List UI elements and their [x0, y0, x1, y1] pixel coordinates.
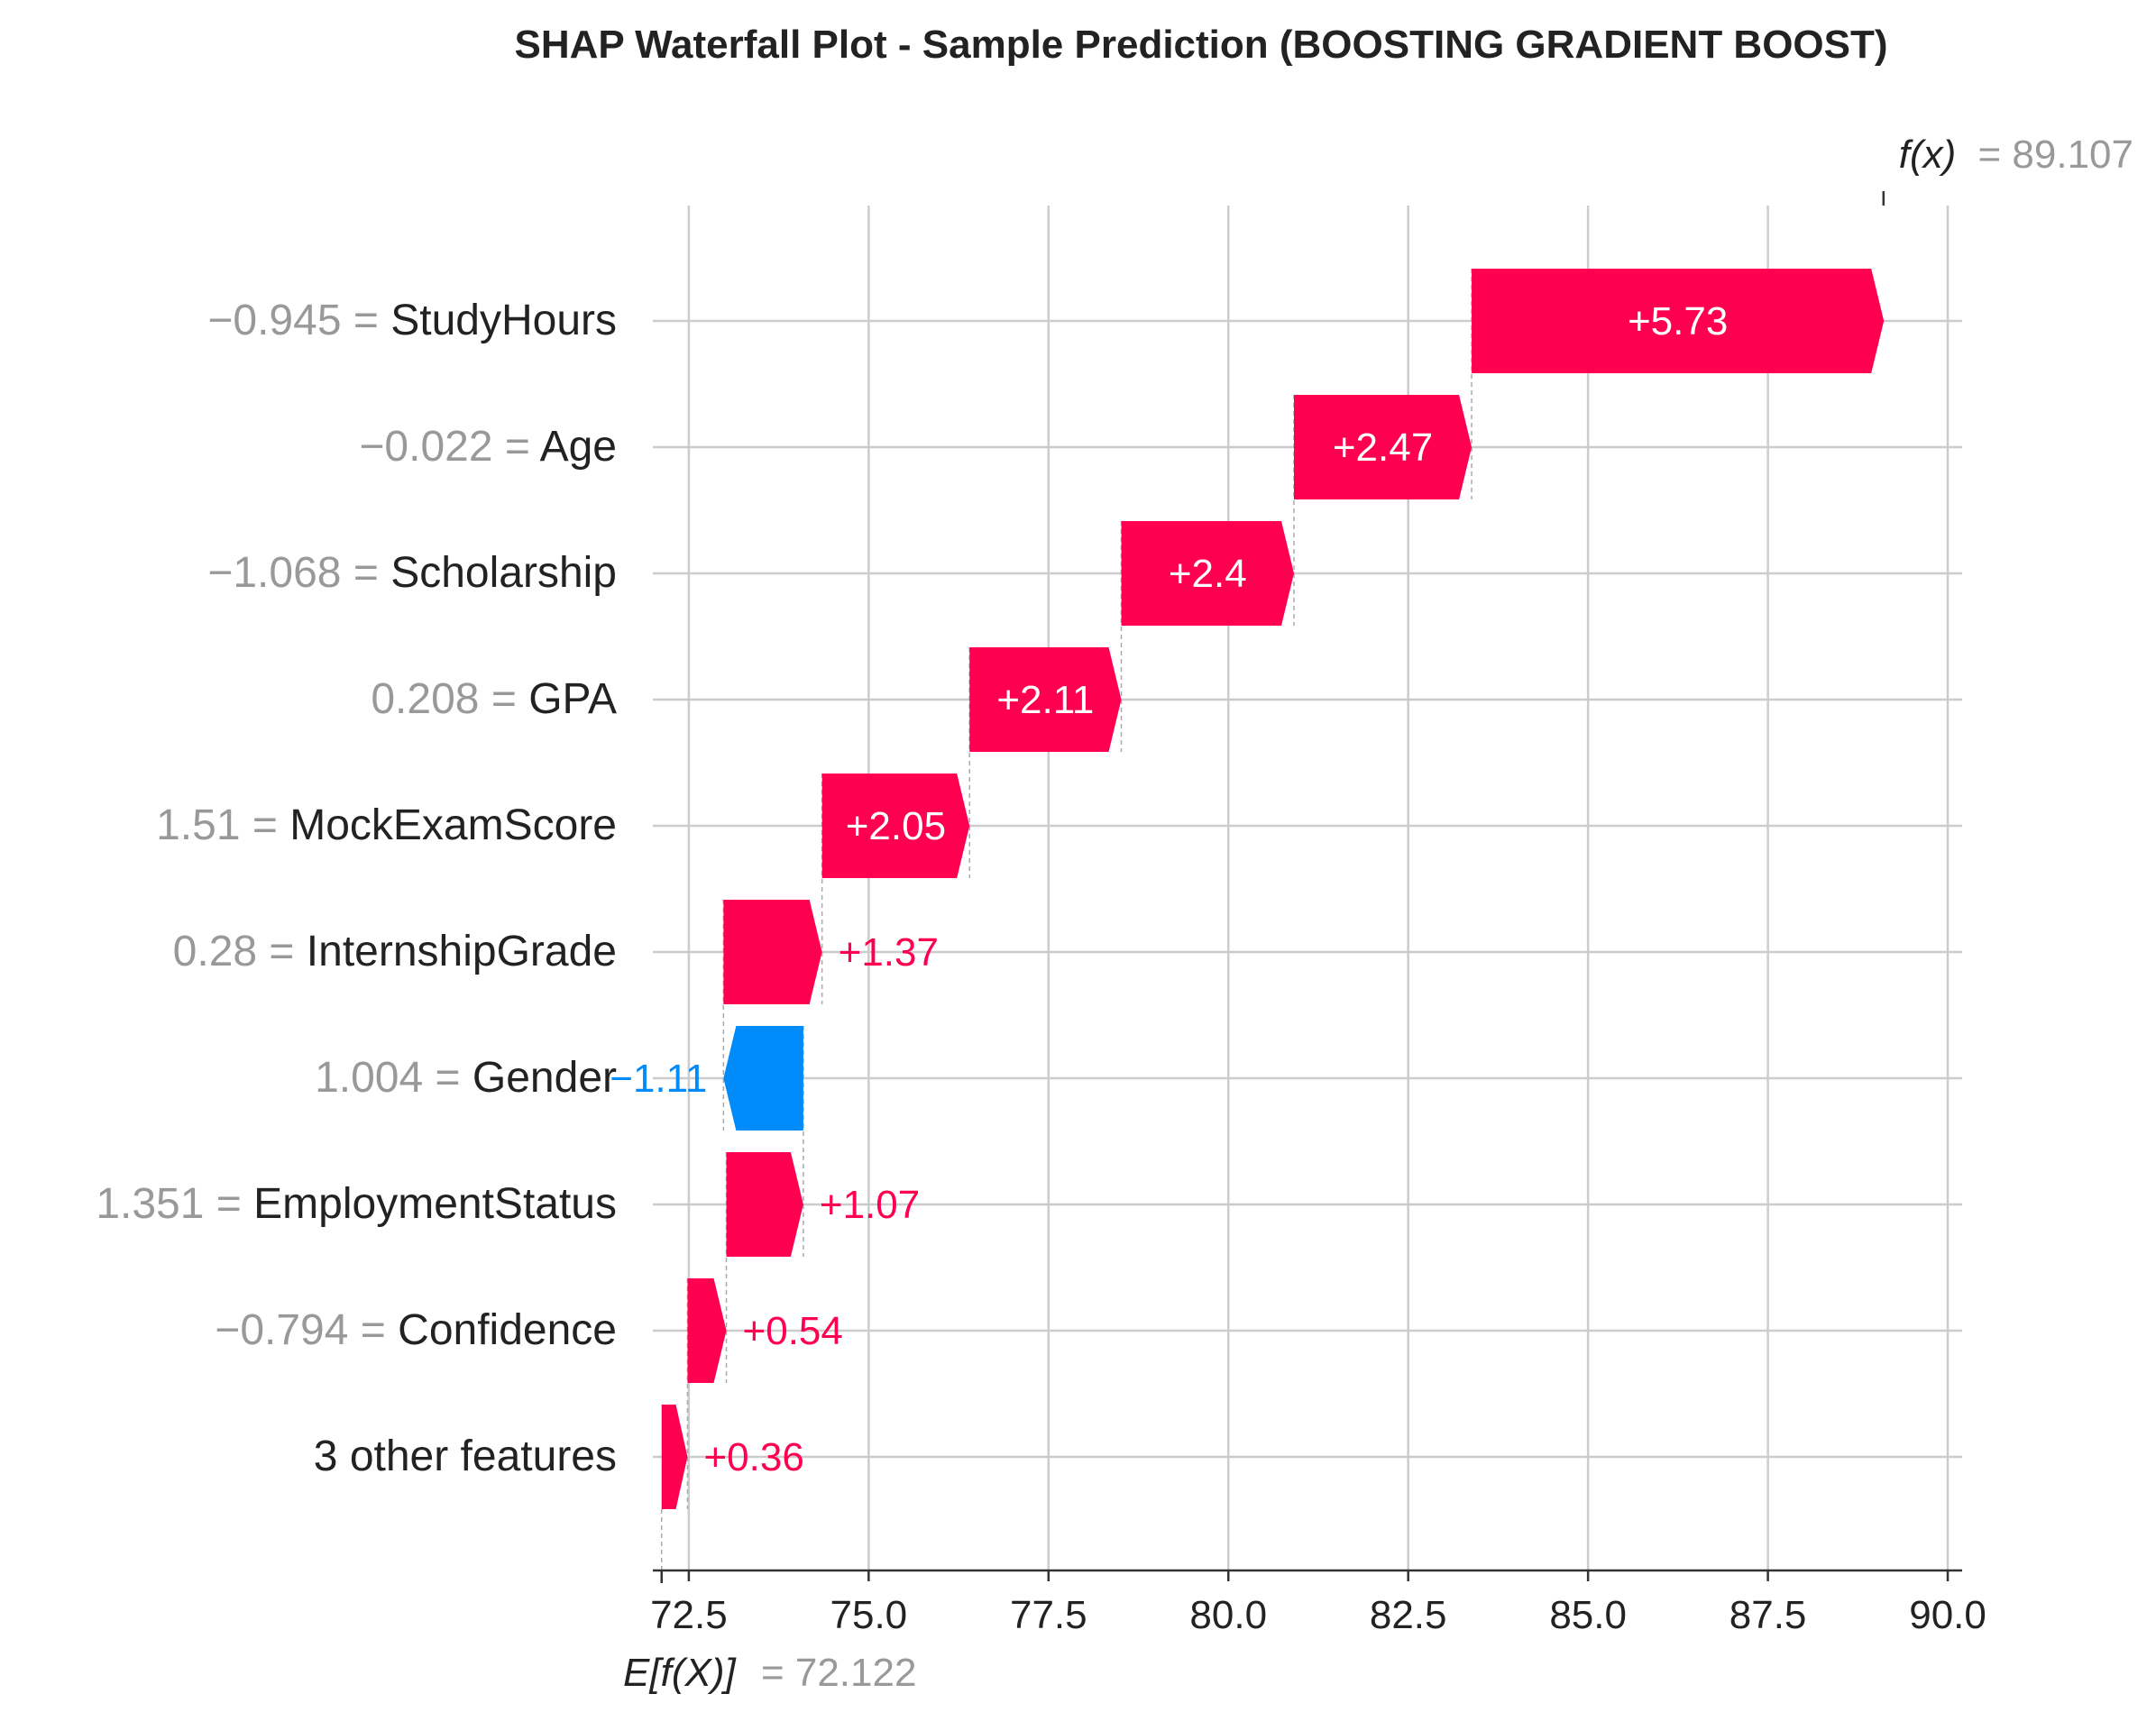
x-tick-label: 72.5: [650, 1593, 728, 1637]
waterfall-bar: [1121, 521, 1295, 626]
waterfall-bar: [723, 900, 822, 1004]
feature-value: −1.068 =: [207, 549, 390, 597]
feature-value: 1.51 =: [156, 801, 289, 849]
feature-label: 3 other features: [314, 1433, 617, 1480]
bar-value-label: +1.07: [820, 1183, 920, 1227]
feature-label: 0.208 = GPA: [371, 675, 617, 723]
output-label-expr: f(x): [1899, 133, 1957, 177]
feature-name: 3 other features: [314, 1433, 617, 1480]
feature-value: 1.351 =: [96, 1180, 253, 1228]
base-label-expr: E[f(X)]: [623, 1651, 737, 1695]
x-tick-label: 87.5: [1729, 1593, 1807, 1637]
feature-name: Age: [540, 423, 617, 471]
feature-labels: −0.945 = StudyHours −0.022 = Age −1.068 = …: [96, 297, 617, 1480]
output-annotation: f(x) = 89.107: [1899, 133, 2133, 177]
feature-value: 0.208 =: [371, 675, 528, 723]
feature-value: −0.945 =: [207, 297, 390, 344]
x-tick-label: 90.0: [1909, 1593, 1986, 1637]
bar-value-label: +5.73: [1628, 299, 1728, 343]
feature-name: Confidence: [398, 1306, 617, 1354]
feature-value: 1.004 =: [315, 1054, 472, 1102]
feature-label: 1.51 = MockExamScore: [156, 801, 617, 849]
x-axis: 72.5 75.0 77.5 80.0 82.5 85.0 87.5 90.0: [650, 191, 1986, 1637]
x-tick-label: 80.0: [1189, 1593, 1267, 1637]
bar-value-label: −1.11: [610, 1057, 707, 1101]
feature-name: EmploymentStatus: [253, 1180, 617, 1228]
feature-name: InternshipGrade: [307, 928, 617, 975]
waterfall-bar: [969, 647, 1122, 752]
bar-value-label: +2.11: [996, 678, 1094, 722]
feature-label: −0.794 = Confidence: [215, 1306, 617, 1354]
output-value-label: f(x) = 89.107: [1899, 133, 2133, 177]
feature-value: −0.022 =: [359, 423, 539, 471]
feature-label: 1.351 = EmploymentStatus: [96, 1180, 617, 1228]
feature-name: GPA: [528, 675, 617, 723]
feature-label: −1.068 = Scholarship: [207, 549, 617, 597]
x-tick-label: 77.5: [1010, 1593, 1087, 1637]
bar-value-label: +0.36: [703, 1435, 803, 1479]
feature-label: −0.022 = Age: [359, 423, 617, 471]
waterfall-bar: [723, 1026, 803, 1131]
feature-value: −0.794 =: [215, 1306, 398, 1354]
waterfall-bar: [1294, 395, 1473, 499]
feature-label: 0.28 = InternshipGrade: [173, 928, 617, 975]
waterfall-bar: [726, 1152, 803, 1257]
base-value-label: E[f(X)] = 72.122: [623, 1651, 916, 1695]
base-annotation: E[f(X)] = 72.122: [623, 1651, 916, 1695]
grid: [653, 206, 1962, 1570]
waterfall-bar: [687, 1278, 727, 1383]
feature-name: Scholarship: [390, 549, 617, 597]
waterfall-bar: [1472, 269, 1885, 373]
bar-value-label: +2.4: [1169, 552, 1247, 596]
bar-value-label: +0.54: [743, 1309, 843, 1353]
bar-value-label: +2.47: [1333, 426, 1433, 470]
waterfall-bars: +5.73 +2.47 +2.4 +2.11 +2.05 +1.37 −1.11 +1.07 +…: [610, 269, 1885, 1509]
chart-title: SHAP Waterfall Plot - Sample Prediction …: [514, 23, 1887, 67]
feature-name: MockExamScore: [289, 801, 617, 849]
base-label-value: = 72.122: [761, 1651, 917, 1695]
feature-label: 1.004 = Gender: [315, 1054, 617, 1102]
waterfall-bar: [661, 1405, 688, 1509]
bar-value-label: +1.37: [839, 930, 939, 975]
x-tick-label: 85.0: [1549, 1593, 1627, 1637]
bar-value-label: +2.05: [846, 804, 946, 848]
feature-name: Gender: [472, 1054, 617, 1102]
output-label-value: = 89.107: [1978, 133, 2134, 177]
feature-label: −0.945 = StudyHours: [207, 297, 617, 344]
x-tick-label: 82.5: [1370, 1593, 1447, 1637]
x-tick-label: 75.0: [830, 1593, 908, 1637]
feature-value: 0.28 =: [173, 928, 307, 975]
waterfall-bar: [821, 774, 970, 878]
feature-name: StudyHours: [390, 297, 617, 344]
